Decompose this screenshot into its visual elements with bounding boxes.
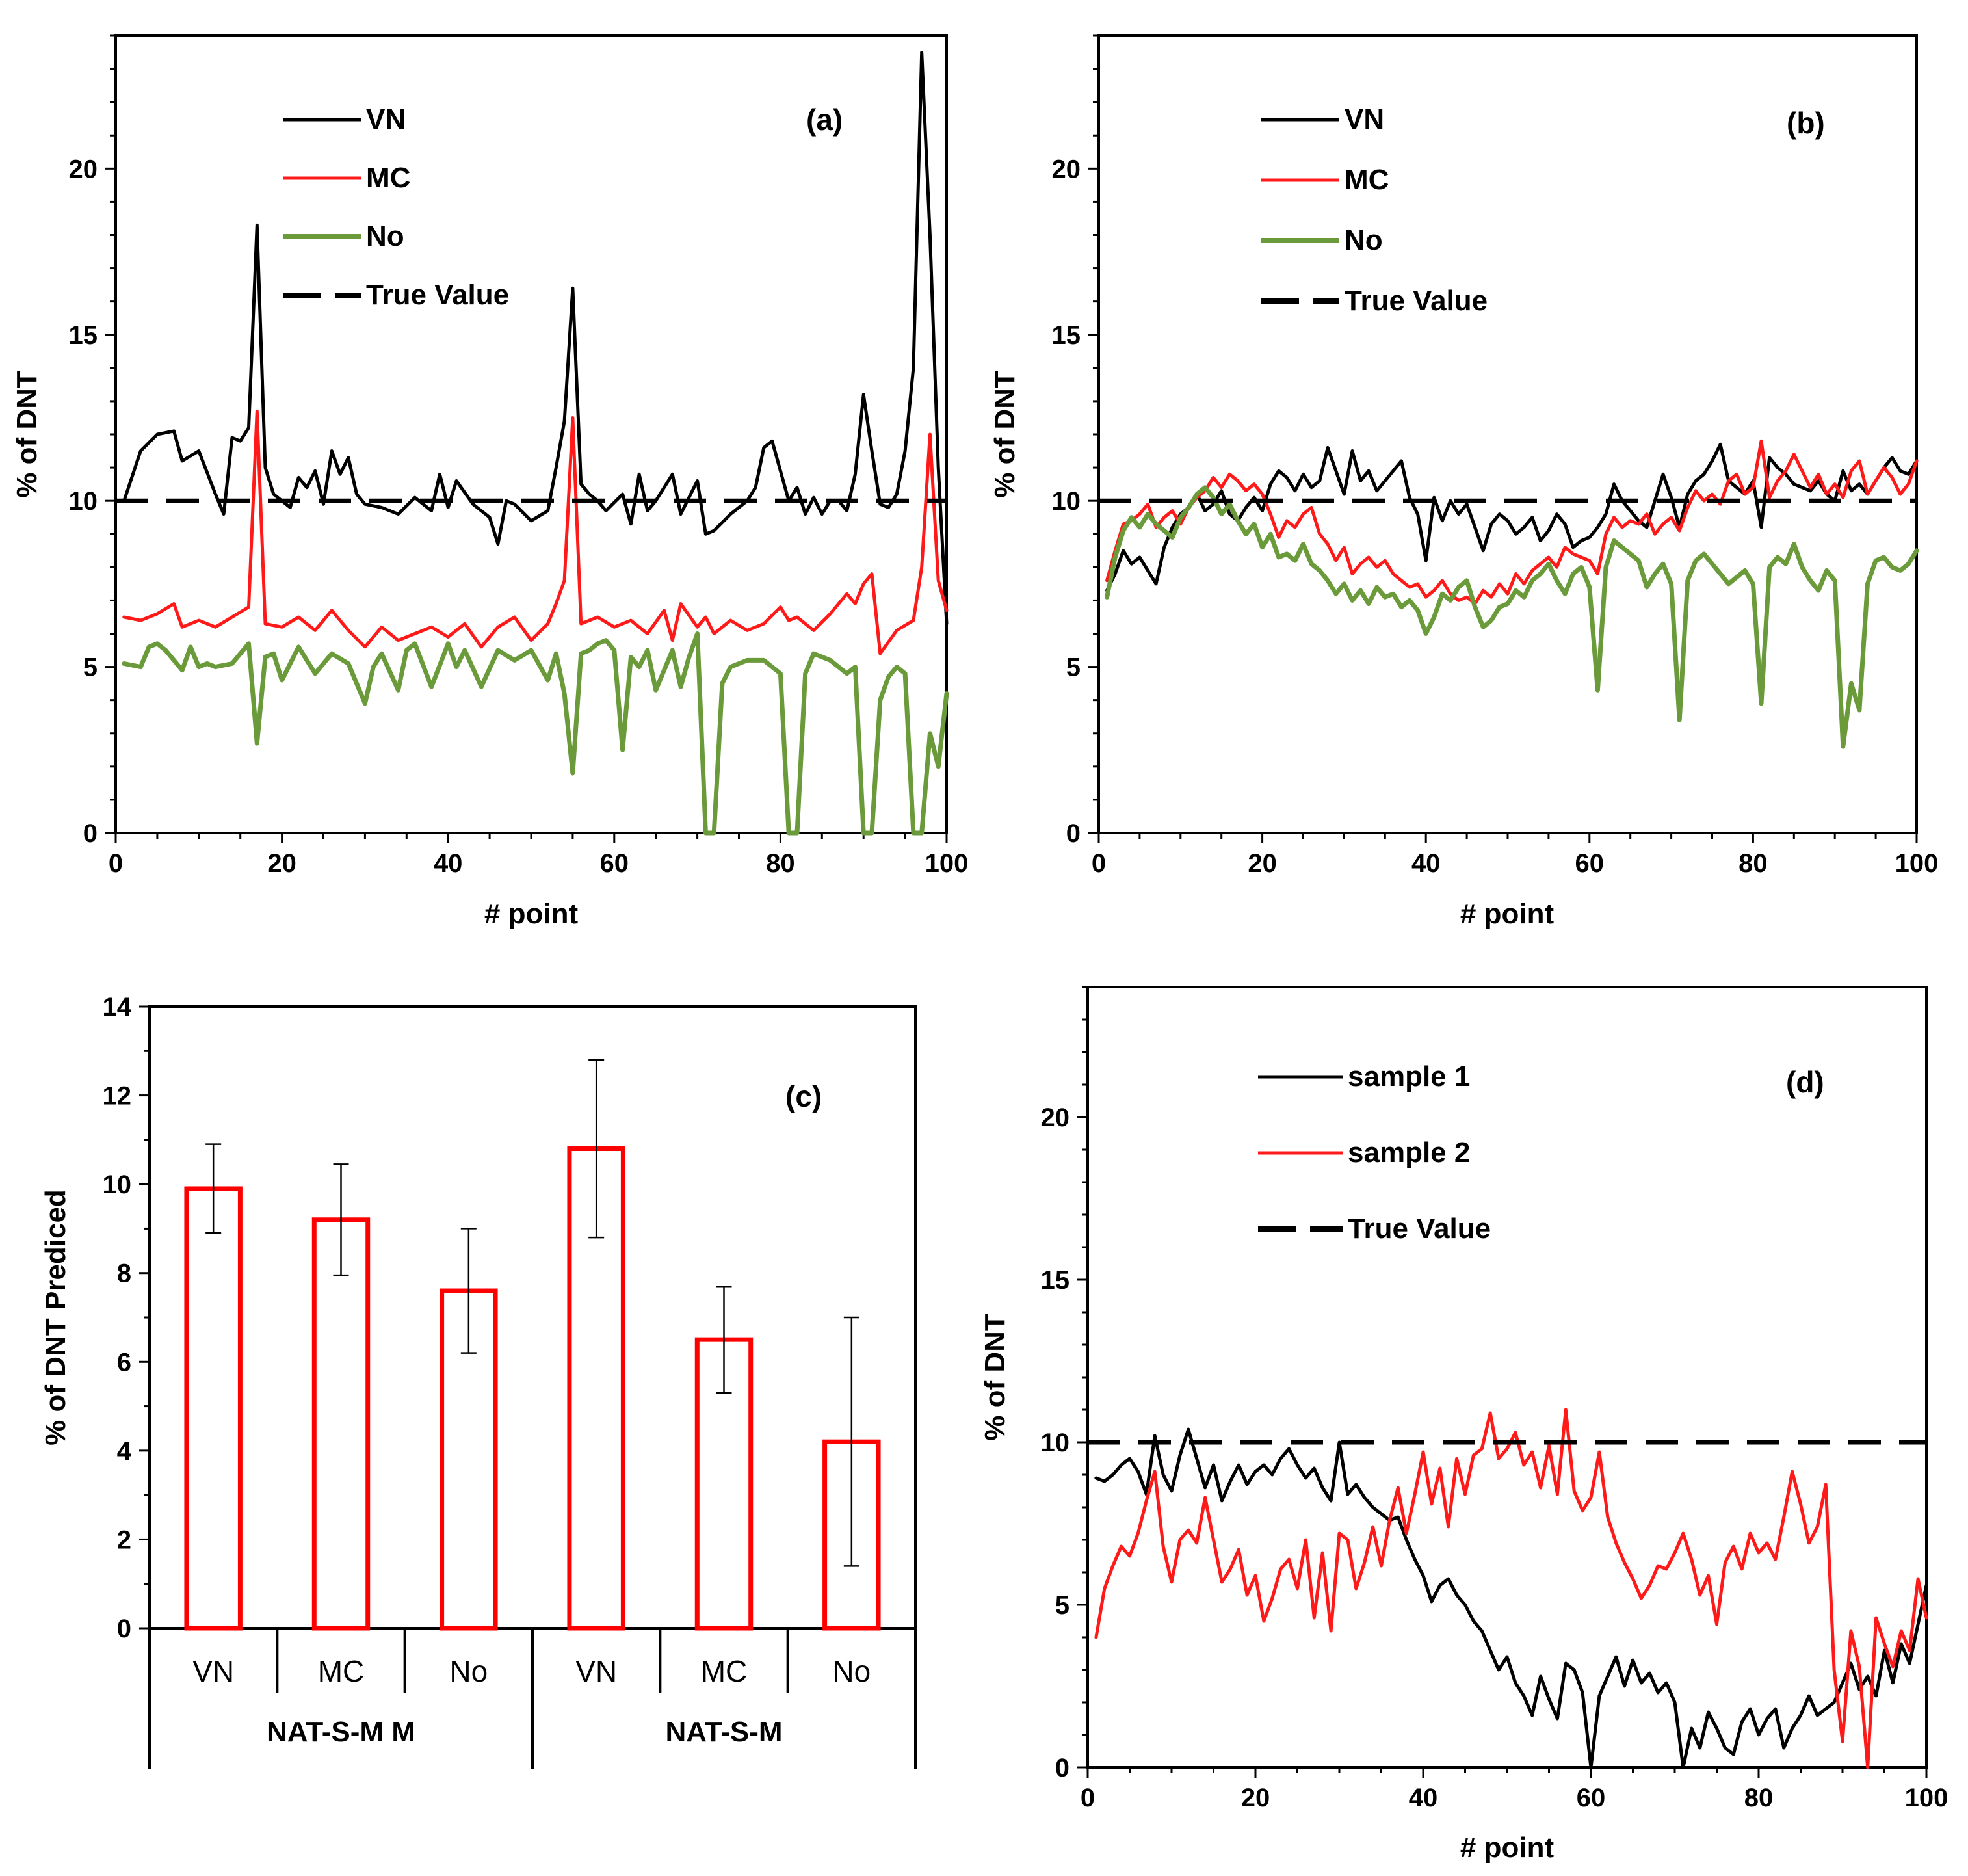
x-tick-label: 20 xyxy=(267,849,296,878)
x-tick-label: 100 xyxy=(1905,1784,1948,1812)
x-tick-label: 60 xyxy=(1577,1784,1606,1812)
series-line-sample-1 xyxy=(1094,1427,1928,1769)
x-tick-label: 60 xyxy=(600,849,629,878)
series-line-no xyxy=(1105,485,1919,749)
panel-d: 0 20 40 60 80 100 0 5 10 15 20 sample 1 sample 2 Tru… xyxy=(979,986,1948,1864)
panel-a: 0 20 40 60 80 100 0 5 10 15 20 VN MC No True Value (a… xyxy=(11,34,969,930)
x-axis-title: # point xyxy=(484,898,579,930)
legend-label: sample 2 xyxy=(1348,1137,1470,1169)
y-tick-label: 5 xyxy=(1055,1591,1069,1620)
y-tick-label: 2 xyxy=(117,1526,131,1554)
plot-frame xyxy=(1086,986,1928,1769)
category-label: VN xyxy=(575,1654,617,1688)
legend-label: True Value xyxy=(366,279,509,311)
y-tick-label: 10 xyxy=(1041,1429,1070,1457)
x-tick-label: 100 xyxy=(1895,849,1939,878)
x-tick-label: 0 xyxy=(109,849,123,878)
legend-label: sample 1 xyxy=(1348,1061,1470,1092)
y-tick-label: 8 xyxy=(117,1260,131,1288)
y-tick-label: 0 xyxy=(117,1615,131,1643)
y-tick-label: 6 xyxy=(117,1348,131,1377)
legend-label: VN xyxy=(366,103,406,135)
panel-c: 0 2 4 6 8 10 12 14 VN MC No VN MC No NAT-S-M M NAT-S-M… xyxy=(40,993,917,1769)
category-label: MC xyxy=(701,1654,748,1688)
x-tick-label: 0 xyxy=(1092,849,1106,878)
x-tick-label: 40 xyxy=(434,849,463,878)
series-line-mc xyxy=(122,409,949,655)
legend-label: MC xyxy=(1345,164,1389,196)
x-axis-title: # point xyxy=(1460,898,1555,930)
y-tick-label: 15 xyxy=(69,321,98,350)
y-tick-label: 20 xyxy=(1041,1103,1070,1132)
panel-b: 0 20 40 60 80 100 0 5 10 15 20 VN MC No True Value (b… xyxy=(989,34,1939,930)
panel-label: (d) xyxy=(1786,1065,1824,1099)
legend-label: MC xyxy=(366,162,410,194)
y-tick-label: 20 xyxy=(69,155,98,183)
category-label: No xyxy=(449,1654,488,1688)
y-tick-label: 10 xyxy=(1052,487,1081,516)
panel-label: (a) xyxy=(806,103,843,137)
legend-label: VN xyxy=(1345,103,1384,135)
plot-frame xyxy=(1097,34,1918,834)
y-axis-title: % of DNT xyxy=(979,1314,1011,1441)
y-axis-title: % of DNT xyxy=(989,371,1021,498)
category-label: No xyxy=(832,1654,871,1688)
series-line-no xyxy=(122,631,949,836)
y-tick-label: 12 xyxy=(103,1082,132,1111)
x-tick-label: 20 xyxy=(1248,849,1277,878)
y-tick-label: 15 xyxy=(1052,321,1081,350)
x-tick-label: 60 xyxy=(1575,849,1605,878)
y-tick-label: 10 xyxy=(69,487,98,516)
y-tick-label: 5 xyxy=(83,654,98,682)
y-axis-title: % of DNT Prediced xyxy=(40,1189,72,1446)
group-label: NAT-S-M M xyxy=(267,1716,415,1748)
x-tick-label: 0 xyxy=(1081,1784,1095,1812)
panel-label: (b) xyxy=(1787,106,1825,140)
y-tick-label: 0 xyxy=(1066,819,1081,848)
y-tick-label: 14 xyxy=(103,993,132,1022)
x-tick-label: 40 xyxy=(1411,849,1441,878)
category-label: MC xyxy=(318,1654,365,1688)
y-tick-label: 10 xyxy=(103,1170,132,1199)
x-tick-label: 20 xyxy=(1241,1784,1270,1812)
y-axis-title: % of DNT xyxy=(11,371,43,498)
bar xyxy=(311,1217,371,1631)
series-line-vn xyxy=(1105,442,1919,592)
y-tick-label: 5 xyxy=(1066,654,1081,682)
legend-label: No xyxy=(1345,224,1383,256)
legend-label: True Value xyxy=(1348,1213,1491,1245)
x-tick-label: 80 xyxy=(1744,1784,1774,1812)
category-label: VN xyxy=(192,1654,234,1688)
y-tick-label: 20 xyxy=(1052,155,1081,183)
group-label: NAT-S-M xyxy=(665,1716,782,1748)
y-tick-label: 4 xyxy=(117,1437,132,1466)
series-line-vn xyxy=(122,51,949,626)
legend-label: No xyxy=(366,220,404,252)
series-line-mc xyxy=(1105,439,1919,605)
x-tick-label: 80 xyxy=(1738,849,1768,878)
x-tick-label: 100 xyxy=(925,849,969,878)
y-tick-label: 0 xyxy=(1055,1754,1069,1782)
plot-frame xyxy=(114,34,948,834)
bar xyxy=(184,1186,243,1631)
x-axis-title: # point xyxy=(1460,1832,1555,1864)
y-tick-label: 15 xyxy=(1041,1266,1070,1295)
legend-label: True Value xyxy=(1345,285,1488,317)
panel-label: (c) xyxy=(785,1079,822,1113)
x-tick-label: 40 xyxy=(1409,1784,1438,1812)
x-tick-label: 80 xyxy=(766,849,795,878)
y-tick-label: 0 xyxy=(83,819,98,848)
